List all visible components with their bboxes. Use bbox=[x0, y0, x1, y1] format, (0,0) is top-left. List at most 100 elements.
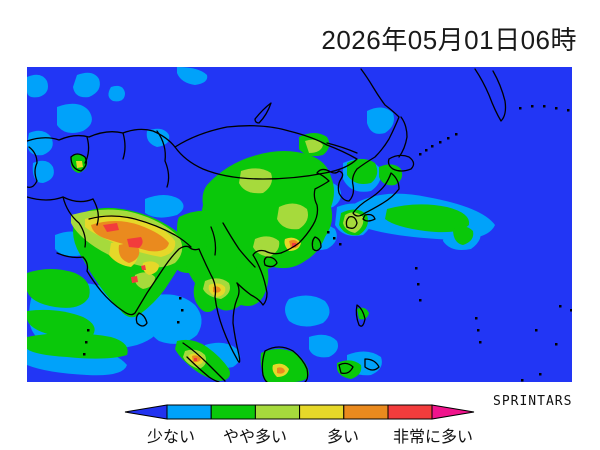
coastline-border-siberia-1 bbox=[84, 136, 90, 164]
island-speck bbox=[539, 373, 542, 376]
region-cyan-south-china-sea bbox=[285, 295, 330, 327]
island-speck bbox=[181, 309, 184, 312]
island-speck bbox=[455, 133, 458, 136]
region-green-okinawa bbox=[453, 226, 474, 245]
legend-segment-level-5-orange bbox=[343, 404, 389, 420]
coastline-border-seasia-2 bbox=[222, 222, 256, 268]
island-speck bbox=[179, 297, 182, 300]
island-speck bbox=[415, 267, 418, 270]
island-speck bbox=[417, 283, 420, 286]
island-speck bbox=[85, 341, 88, 344]
coastline-coast-myanmar-malay bbox=[198, 248, 241, 363]
island-speck bbox=[439, 141, 442, 144]
coastline-border-centralasia-2 bbox=[62, 196, 87, 248]
legend-segment-level-4-yellow bbox=[299, 404, 345, 420]
island-speck bbox=[559, 305, 562, 308]
region-cyan-tibet-fringe bbox=[145, 195, 184, 218]
coastline-border-seasia-1 bbox=[210, 226, 217, 256]
island-speck bbox=[425, 149, 428, 152]
region-yg-india-se bbox=[134, 272, 155, 289]
coastline-coast-india bbox=[56, 245, 200, 316]
region-green-plume-core bbox=[385, 204, 470, 233]
coastline-coast-china-korea-okhotsk bbox=[280, 68, 400, 254]
region-red-ganges-1 bbox=[103, 223, 119, 232]
coastline-sumatra bbox=[182, 342, 226, 382]
island-speck bbox=[531, 105, 534, 108]
coastline-caspian-sea bbox=[27, 146, 38, 189]
island-speck bbox=[519, 107, 522, 110]
region-yellow-india-east bbox=[142, 261, 159, 275]
region-yg-china-3 bbox=[253, 236, 280, 257]
island-speck bbox=[475, 317, 478, 320]
island-speck bbox=[83, 353, 86, 356]
coastline-border-mongolia bbox=[174, 125, 358, 180]
coastline-lake-baikal bbox=[254, 102, 272, 124]
island-speck bbox=[333, 237, 336, 240]
coastline-honshu bbox=[352, 172, 400, 217]
coastline-border-centralasia-3 bbox=[92, 198, 99, 226]
region-green-arabian-west-2 bbox=[27, 309, 95, 338]
region-red-ganges-2 bbox=[127, 237, 143, 248]
region-cyan-centralasia-1 bbox=[57, 103, 92, 133]
legend-colorbar bbox=[124, 404, 475, 420]
coastline-border-kazakh-china bbox=[156, 130, 170, 188]
region-yg-china-1 bbox=[239, 168, 272, 194]
legend-right-arrow bbox=[431, 404, 475, 420]
island-speck bbox=[87, 329, 90, 332]
coastline-sri-lanka bbox=[135, 312, 148, 327]
island-speck bbox=[419, 153, 422, 156]
region-red-india-east-2 bbox=[141, 265, 146, 270]
coastline-shikoku bbox=[362, 213, 376, 222]
region-green-arabian-west-1 bbox=[27, 269, 90, 308]
island-speck bbox=[177, 321, 180, 324]
coastline-mindanao bbox=[364, 358, 380, 371]
legend-label-moderate: やや多い bbox=[222, 429, 288, 446]
coastline-border-russia-china bbox=[326, 142, 358, 154]
region-cyan-okhotsk bbox=[367, 107, 394, 134]
legend-segment-level-6-red bbox=[387, 404, 433, 420]
coastline-aral-sea bbox=[70, 153, 87, 172]
legend-label-high: 多い bbox=[326, 429, 360, 446]
island-speck bbox=[567, 109, 570, 112]
region-yg-china-2 bbox=[277, 203, 308, 230]
island-speck bbox=[535, 329, 538, 332]
island-speck bbox=[327, 231, 330, 234]
coastline-sulawesi bbox=[338, 362, 354, 375]
region-cyan-siberia-1 bbox=[27, 74, 48, 98]
legend-label-low: 少ない bbox=[146, 429, 196, 446]
region-orange-borneo bbox=[277, 367, 285, 374]
coastline-hainan bbox=[263, 256, 278, 268]
region-orange-central-india bbox=[118, 243, 140, 263]
region-green-equator-band bbox=[27, 333, 128, 359]
legend-left-arrow bbox=[124, 404, 168, 420]
region-red-india-east-1 bbox=[131, 276, 138, 283]
island-speck bbox=[521, 379, 524, 382]
region-cyan-siberia-4 bbox=[27, 130, 53, 156]
legend-segment-level-2-green bbox=[210, 404, 256, 420]
island-speck bbox=[570, 309, 572, 312]
island-speck bbox=[339, 243, 342, 246]
legend-segment-level-3-yellowgreen bbox=[254, 404, 301, 420]
island-speck bbox=[555, 343, 558, 346]
legend-segment-level-1-lightblue bbox=[166, 404, 212, 420]
legend-label-veryhigh: 非常に多い bbox=[392, 429, 474, 446]
region-cyan-nw-borneo bbox=[309, 334, 338, 358]
region-red-sumatra bbox=[194, 358, 197, 361]
island-speck bbox=[419, 299, 422, 302]
region-yg-manchuria bbox=[305, 139, 323, 153]
island-speck bbox=[447, 137, 450, 140]
forecast-map bbox=[27, 67, 572, 382]
island-speck bbox=[477, 329, 480, 332]
region-green-sea-of-japan bbox=[347, 159, 378, 184]
coastline-border-russia-kazakh bbox=[27, 128, 176, 148]
coastline-border-siberia-2 bbox=[122, 132, 126, 160]
island-speck bbox=[431, 145, 434, 148]
region-cyan-siberia-2 bbox=[73, 72, 100, 98]
coastline-borneo bbox=[261, 346, 309, 382]
forecast-datetime-title: 2026年05月01日06時 bbox=[321, 25, 577, 55]
aerosol-concentration-map bbox=[27, 67, 572, 382]
region-green-sulawesi bbox=[337, 360, 362, 379]
coastline-sakhalin bbox=[398, 116, 408, 158]
coastline-luzon bbox=[355, 304, 366, 327]
island-speck bbox=[543, 105, 546, 108]
